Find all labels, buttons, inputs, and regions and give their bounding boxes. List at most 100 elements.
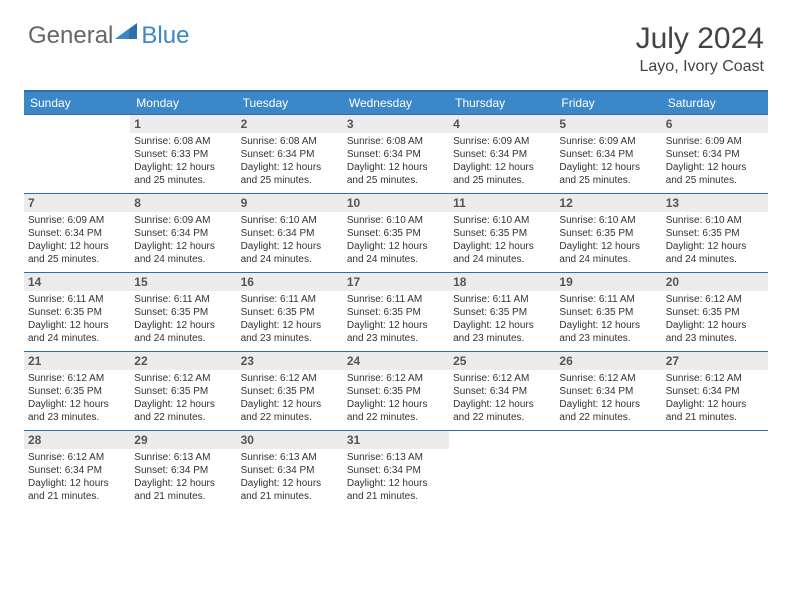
day-info-line: Sunrise: 6:10 AM (347, 214, 445, 227)
day-info-line: Daylight: 12 hours (453, 240, 551, 253)
day-info-line: Sunset: 6:34 PM (28, 227, 126, 240)
logo-text-general: General (28, 22, 113, 50)
calendar-week-row: 28Sunrise: 6:12 AMSunset: 6:34 PMDayligh… (24, 431, 768, 510)
day-info-line: Sunset: 6:35 PM (453, 306, 551, 319)
day-info-line: and 23 minutes. (453, 332, 551, 345)
day-info-line: Sunset: 6:35 PM (666, 306, 764, 319)
day-info-line: and 21 minutes. (28, 490, 126, 503)
day-number: 14 (24, 273, 130, 291)
day-content: Sunrise: 6:11 AMSunset: 6:35 PMDaylight:… (130, 291, 236, 351)
day-content: Sunrise: 6:12 AMSunset: 6:34 PMDaylight:… (24, 449, 130, 509)
day-content: Sunrise: 6:08 AMSunset: 6:34 PMDaylight:… (343, 133, 449, 193)
weekday-header: Wednesday (343, 91, 449, 115)
day-info-line: Daylight: 12 hours (28, 398, 126, 411)
calendar-day-cell: 21Sunrise: 6:12 AMSunset: 6:35 PMDayligh… (24, 352, 130, 431)
day-number: 11 (449, 194, 555, 212)
day-info-line: and 21 minutes. (241, 490, 339, 503)
day-content: Sunrise: 6:11 AMSunset: 6:35 PMDaylight:… (555, 291, 661, 351)
calendar-day-cell: 18Sunrise: 6:11 AMSunset: 6:35 PMDayligh… (449, 273, 555, 352)
day-info-line: and 22 minutes. (347, 411, 445, 424)
day-info-line: Sunset: 6:34 PM (241, 227, 339, 240)
day-content: Sunrise: 6:10 AMSunset: 6:35 PMDaylight:… (555, 212, 661, 272)
day-number: 29 (130, 431, 236, 449)
day-info-line: Daylight: 12 hours (28, 240, 126, 253)
logo-text-blue: Blue (141, 22, 189, 50)
day-info-line: and 21 minutes. (134, 490, 232, 503)
day-info-line: Sunrise: 6:12 AM (666, 293, 764, 306)
day-info-line: Daylight: 12 hours (28, 319, 126, 332)
day-content: Sunrise: 6:10 AMSunset: 6:35 PMDaylight:… (343, 212, 449, 272)
day-content (662, 449, 768, 509)
calendar-day-cell: 16Sunrise: 6:11 AMSunset: 6:35 PMDayligh… (237, 273, 343, 352)
day-info-line: Sunset: 6:35 PM (134, 306, 232, 319)
day-number: 26 (555, 352, 661, 370)
day-info-line: Daylight: 12 hours (347, 161, 445, 174)
day-info-line: Daylight: 12 hours (453, 319, 551, 332)
day-info-line: Sunset: 6:35 PM (559, 227, 657, 240)
day-info-line: Sunrise: 6:08 AM (347, 135, 445, 148)
day-content: Sunrise: 6:12 AMSunset: 6:34 PMDaylight:… (662, 370, 768, 430)
day-info-line: and 21 minutes. (666, 411, 764, 424)
logo: General Blue (28, 22, 189, 50)
day-number: 17 (343, 273, 449, 291)
day-info-line: Daylight: 12 hours (666, 398, 764, 411)
calendar-day-cell: 3Sunrise: 6:08 AMSunset: 6:34 PMDaylight… (343, 115, 449, 194)
day-info-line: and 23 minutes. (347, 332, 445, 345)
day-number: 21 (24, 352, 130, 370)
day-number: 8 (130, 194, 236, 212)
calendar-day-cell: 29Sunrise: 6:13 AMSunset: 6:34 PMDayligh… (130, 431, 236, 510)
day-info-line: Sunset: 6:35 PM (347, 227, 445, 240)
day-info-line: Sunset: 6:35 PM (134, 385, 232, 398)
day-number: 27 (662, 352, 768, 370)
weekday-header: Tuesday (237, 91, 343, 115)
day-info-line: Daylight: 12 hours (134, 477, 232, 490)
weekday-header: Saturday (662, 91, 768, 115)
day-content: Sunrise: 6:11 AMSunset: 6:35 PMDaylight:… (237, 291, 343, 351)
calendar-day-cell: 27Sunrise: 6:12 AMSunset: 6:34 PMDayligh… (662, 352, 768, 431)
day-number: 6 (662, 115, 768, 133)
day-content: Sunrise: 6:12 AMSunset: 6:35 PMDaylight:… (24, 370, 130, 430)
calendar-day-cell: 25Sunrise: 6:12 AMSunset: 6:34 PMDayligh… (449, 352, 555, 431)
day-info-line: Daylight: 12 hours (347, 398, 445, 411)
day-content: Sunrise: 6:09 AMSunset: 6:34 PMDaylight:… (24, 212, 130, 272)
day-content: Sunrise: 6:11 AMSunset: 6:35 PMDaylight:… (449, 291, 555, 351)
day-number: 28 (24, 431, 130, 449)
day-number: 18 (449, 273, 555, 291)
day-content: Sunrise: 6:13 AMSunset: 6:34 PMDaylight:… (343, 449, 449, 509)
day-info-line: Sunrise: 6:12 AM (559, 372, 657, 385)
day-info-line: and 21 minutes. (347, 490, 445, 503)
day-content: Sunrise: 6:10 AMSunset: 6:34 PMDaylight:… (237, 212, 343, 272)
day-number: 7 (24, 194, 130, 212)
day-content: Sunrise: 6:12 AMSunset: 6:35 PMDaylight:… (130, 370, 236, 430)
day-info-line: Sunset: 6:35 PM (347, 306, 445, 319)
calendar-day-cell: 24Sunrise: 6:12 AMSunset: 6:35 PMDayligh… (343, 352, 449, 431)
day-info-line: and 25 minutes. (241, 174, 339, 187)
day-info-line: Sunset: 6:34 PM (134, 464, 232, 477)
day-info-line: Sunrise: 6:12 AM (28, 451, 126, 464)
day-info-line: Sunset: 6:35 PM (241, 306, 339, 319)
calendar-day-cell (662, 431, 768, 510)
calendar-week-row: 7Sunrise: 6:09 AMSunset: 6:34 PMDaylight… (24, 194, 768, 273)
day-info-line: Daylight: 12 hours (347, 240, 445, 253)
day-info-line: Daylight: 12 hours (28, 477, 126, 490)
day-info-line: and 24 minutes. (134, 253, 232, 266)
calendar-table: SundayMondayTuesdayWednesdayThursdayFrid… (24, 90, 768, 509)
day-number: 12 (555, 194, 661, 212)
day-info-line: and 25 minutes. (134, 174, 232, 187)
weekday-header: Friday (555, 91, 661, 115)
day-info-line: and 25 minutes. (28, 253, 126, 266)
day-info-line: Daylight: 12 hours (347, 477, 445, 490)
day-content: Sunrise: 6:09 AMSunset: 6:34 PMDaylight:… (449, 133, 555, 193)
calendar-day-cell: 28Sunrise: 6:12 AMSunset: 6:34 PMDayligh… (24, 431, 130, 510)
day-content: Sunrise: 6:08 AMSunset: 6:34 PMDaylight:… (237, 133, 343, 193)
day-number: 3 (343, 115, 449, 133)
day-info-line: Sunrise: 6:11 AM (559, 293, 657, 306)
calendar-day-cell: 5Sunrise: 6:09 AMSunset: 6:34 PMDaylight… (555, 115, 661, 194)
day-info-line: Daylight: 12 hours (241, 240, 339, 253)
day-info-line: and 25 minutes. (666, 174, 764, 187)
day-info-line: Sunrise: 6:10 AM (666, 214, 764, 227)
calendar-day-cell: 11Sunrise: 6:10 AMSunset: 6:35 PMDayligh… (449, 194, 555, 273)
day-info-line: Sunrise: 6:11 AM (28, 293, 126, 306)
day-info-line: Daylight: 12 hours (559, 240, 657, 253)
day-info-line: Sunrise: 6:08 AM (241, 135, 339, 148)
